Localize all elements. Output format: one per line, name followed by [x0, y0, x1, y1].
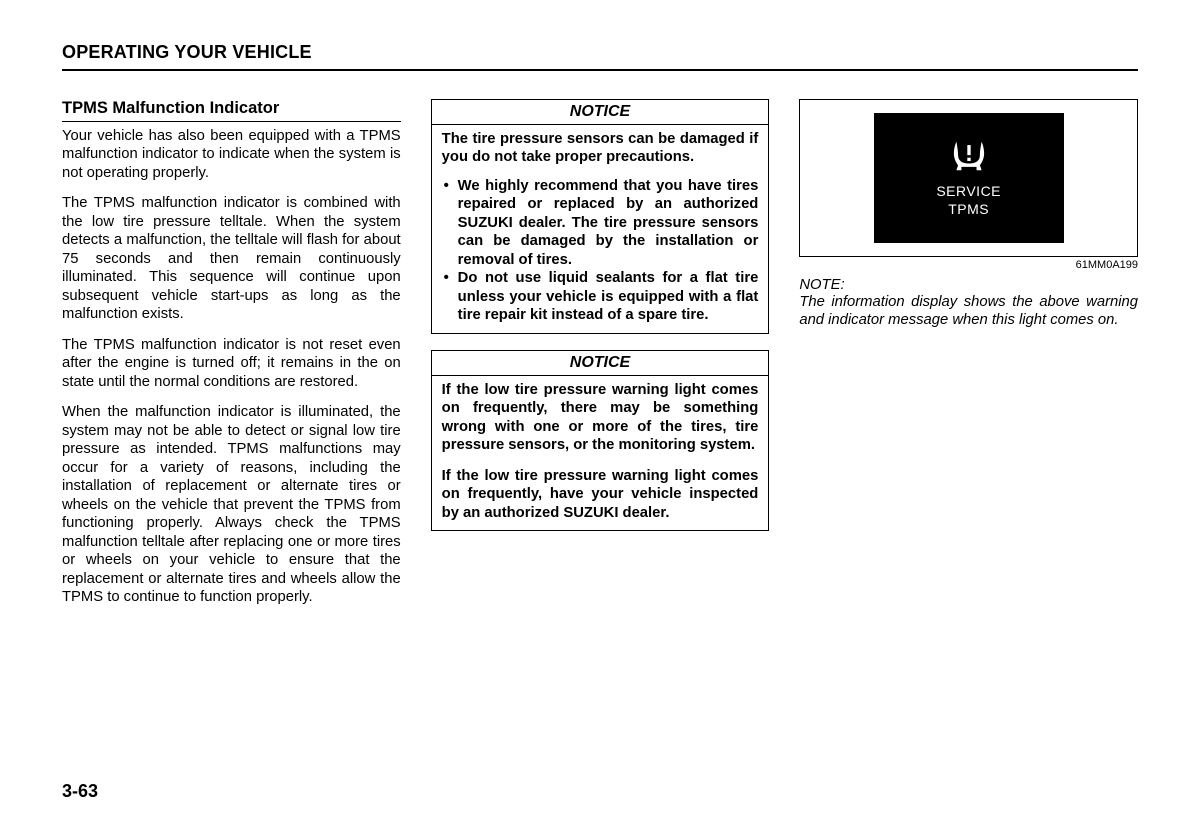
- display-line-2: TPMS: [948, 201, 989, 217]
- notice-body: The tire pressure sensors can be damaged…: [432, 125, 769, 333]
- notice-title: NOTICE: [432, 351, 769, 376]
- notice-paragraph: If the low tire pressure warning light c…: [442, 467, 759, 522]
- page-number: 3-63: [62, 781, 98, 802]
- note-text: The information display shows the above …: [799, 293, 1138, 330]
- paragraph: Your vehicle has also been equipped with…: [62, 127, 401, 182]
- notice-body: If the low tire pressure warning light c…: [432, 376, 769, 530]
- notice-box-1: NOTICE The tire pressure sensors can be …: [431, 99, 770, 334]
- paragraph: The TPMS malfunction indicator is combin…: [62, 194, 401, 323]
- info-display-illustration: SERVICE TPMS: [799, 99, 1138, 257]
- notice-title: NOTICE: [432, 100, 769, 125]
- info-display-screen: SERVICE TPMS: [874, 113, 1064, 243]
- notice-bullet: Do not use liquid sealants for a flat ti…: [442, 269, 759, 324]
- tpms-warning-icon: [948, 138, 990, 174]
- column-3: SERVICE TPMS 61MM0A199 NOTE: The informa…: [799, 99, 1138, 619]
- paragraph: When the malfunction indicator is illumi…: [62, 403, 401, 606]
- notice-bullet-list: We highly recommend that you have tires …: [442, 177, 759, 325]
- notice-bullet: We highly recommend that you have tires …: [442, 177, 759, 269]
- image-reference-number: 61MM0A199: [799, 259, 1138, 271]
- note-label: NOTE:: [799, 277, 1138, 293]
- notice-paragraph: If the low tire pressure warning light c…: [442, 381, 759, 455]
- column-2: NOTICE The tire pressure sensors can be …: [431, 99, 770, 619]
- content-columns: TPMS Malfunction Indicator Your vehicle …: [62, 99, 1138, 619]
- column-1: TPMS Malfunction Indicator Your vehicle …: [62, 99, 401, 619]
- notice-intro: The tire pressure sensors can be damaged…: [442, 130, 759, 167]
- display-line-1: SERVICE: [936, 183, 1001, 199]
- paragraph: The TPMS malfunction indicator is not re…: [62, 336, 401, 391]
- page-header: OPERATING YOUR VEHICLE: [62, 42, 1138, 71]
- notice-box-2: NOTICE If the low tire pressure warning …: [431, 350, 770, 531]
- display-text: SERVICE TPMS: [936, 182, 1001, 218]
- section-title: TPMS Malfunction Indicator: [62, 99, 401, 122]
